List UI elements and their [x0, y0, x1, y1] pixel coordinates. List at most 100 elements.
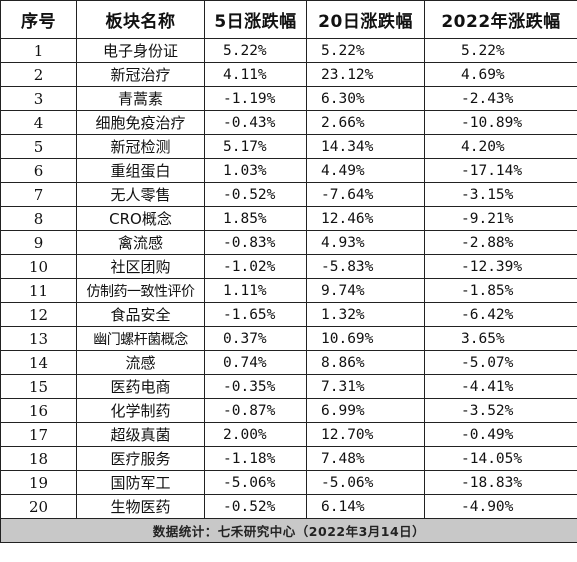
table-header: 序号 板块名称 5日涨跌幅 20日涨跌幅 2022年涨跌幅	[0, 0, 577, 39]
row-index: 9	[0, 230, 77, 255]
change-2022: 3.65%	[424, 326, 577, 351]
table-row: 7 无人零售 -0.52% -7.64% -3.15%	[0, 182, 577, 207]
change-2022: -10.89%	[424, 110, 577, 135]
sector-name: 食品安全	[76, 302, 205, 327]
sector-name: 社区团购	[76, 254, 205, 279]
row-index: 2	[0, 62, 77, 87]
sector-name: 新冠治疗	[76, 62, 205, 87]
change-2022: -18.83%	[424, 470, 577, 495]
change-20day: 12.46%	[306, 206, 425, 231]
change-20day: 1.32%	[306, 302, 425, 327]
change-5day: 2.00%	[204, 422, 307, 447]
row-index: 14	[0, 350, 77, 375]
row-index: 10	[0, 254, 77, 279]
table-row: 3 青蒿素 -1.19% 6.30% -2.43%	[0, 86, 577, 111]
table-footer: 数据统计：七禾研究中心（2022年3月14日）	[0, 518, 577, 543]
row-index: 7	[0, 182, 77, 207]
change-2022: 4.69%	[424, 62, 577, 87]
row-index: 8	[0, 206, 77, 231]
sector-name: 重组蛋白	[76, 158, 205, 183]
change-5day: -0.83%	[204, 230, 307, 255]
change-5day: -1.18%	[204, 446, 307, 471]
row-index: 3	[0, 86, 77, 111]
change-5day: -1.19%	[204, 86, 307, 111]
change-5day: -1.65%	[204, 302, 307, 327]
change-5day: 1.03%	[204, 158, 307, 183]
change-2022: -9.21%	[424, 206, 577, 231]
change-20day: 5.22%	[306, 38, 425, 63]
sector-name: 超级真菌	[76, 422, 205, 447]
row-index: 6	[0, 158, 77, 183]
header-row: 序号 板块名称 5日涨跌幅 20日涨跌幅 2022年涨跌幅	[0, 0, 577, 39]
sector-name: CRO概念	[76, 206, 205, 231]
table-row: 8 CRO概念 1.85% 12.46% -9.21%	[0, 206, 577, 231]
change-20day: 10.69%	[306, 326, 425, 351]
change-20day: 23.12%	[306, 62, 425, 87]
sector-name: 化学制药	[76, 398, 205, 423]
table-row: 20 生物医药 -0.52% 6.14% -4.90%	[0, 494, 577, 519]
sector-name: 电子身份证	[76, 38, 205, 63]
change-5day: -0.43%	[204, 110, 307, 135]
change-5day: -1.02%	[204, 254, 307, 279]
change-20day: 6.99%	[306, 398, 425, 423]
row-index: 17	[0, 422, 77, 447]
header-index: 序号	[0, 0, 77, 39]
change-2022: 5.22%	[424, 38, 577, 63]
sector-name: 生物医药	[76, 494, 205, 519]
change-20day: 7.48%	[306, 446, 425, 471]
change-20day: 7.31%	[306, 374, 425, 399]
row-index: 15	[0, 374, 77, 399]
change-20day: 6.14%	[306, 494, 425, 519]
row-index: 20	[0, 494, 77, 519]
header-sector-name: 板块名称	[76, 0, 205, 39]
change-5day: 4.11%	[204, 62, 307, 87]
change-20day: 2.66%	[306, 110, 425, 135]
change-2022: -4.41%	[424, 374, 577, 399]
header-5day-change: 5日涨跌幅	[204, 0, 307, 39]
table-row: 5 新冠检测 5.17% 14.34% 4.20%	[0, 134, 577, 159]
change-5day: 0.37%	[204, 326, 307, 351]
change-2022: -3.52%	[424, 398, 577, 423]
change-5day: -5.06%	[204, 470, 307, 495]
change-5day: -0.52%	[204, 494, 307, 519]
row-index: 1	[0, 38, 77, 63]
change-2022: -14.05%	[424, 446, 577, 471]
change-2022: -4.90%	[424, 494, 577, 519]
change-20day: 6.30%	[306, 86, 425, 111]
header-2022-change: 2022年涨跌幅	[424, 0, 577, 39]
change-2022: -2.43%	[424, 86, 577, 111]
change-5day: 5.22%	[204, 38, 307, 63]
row-index: 13	[0, 326, 77, 351]
sector-name: 医药电商	[76, 374, 205, 399]
change-2022: -17.14%	[424, 158, 577, 183]
table-row: 18 医疗服务 -1.18% 7.48% -14.05%	[0, 446, 577, 471]
change-2022: -12.39%	[424, 254, 577, 279]
change-5day: 5.17%	[204, 134, 307, 159]
change-20day: 4.49%	[306, 158, 425, 183]
table-row: 4 细胞免疫治疗 -0.43% 2.66% -10.89%	[0, 110, 577, 135]
change-20day: 9.74%	[306, 278, 425, 303]
change-20day: 4.93%	[306, 230, 425, 255]
change-5day: -0.52%	[204, 182, 307, 207]
change-20day: 8.86%	[306, 350, 425, 375]
change-20day: 12.70%	[306, 422, 425, 447]
sector-name: 国防军工	[76, 470, 205, 495]
change-5day: -0.87%	[204, 398, 307, 423]
sector-name: 流感	[76, 350, 205, 375]
change-20day: 14.34%	[306, 134, 425, 159]
data-source-note: 数据统计：七禾研究中心（2022年3月14日）	[0, 518, 577, 543]
table-row: 10 社区团购 -1.02% -5.83% -12.39%	[0, 254, 577, 279]
row-index: 16	[0, 398, 77, 423]
change-20day: -5.06%	[306, 470, 425, 495]
footer-row: 数据统计：七禾研究中心（2022年3月14日）	[0, 518, 577, 543]
sector-performance-table: 序号 板块名称 5日涨跌幅 20日涨跌幅 2022年涨跌幅 1 电子身份证 5.22…	[0, 0, 577, 543]
table-row: 11 仿制药一致性评价 1.11% 9.74% -1.85%	[0, 278, 577, 303]
table-row: 1 电子身份证 5.22% 5.22% 5.22%	[0, 38, 577, 63]
change-5day: 1.85%	[204, 206, 307, 231]
table-body: 1 电子身份证 5.22% 5.22% 5.22% 2 新冠治疗 4.11% 23.12% 4.6…	[0, 38, 577, 519]
row-index: 4	[0, 110, 77, 135]
sector-name: 幽门螺杆菌概念	[76, 326, 205, 351]
header-20day-change: 20日涨跌幅	[306, 0, 425, 39]
change-2022: 4.20%	[424, 134, 577, 159]
